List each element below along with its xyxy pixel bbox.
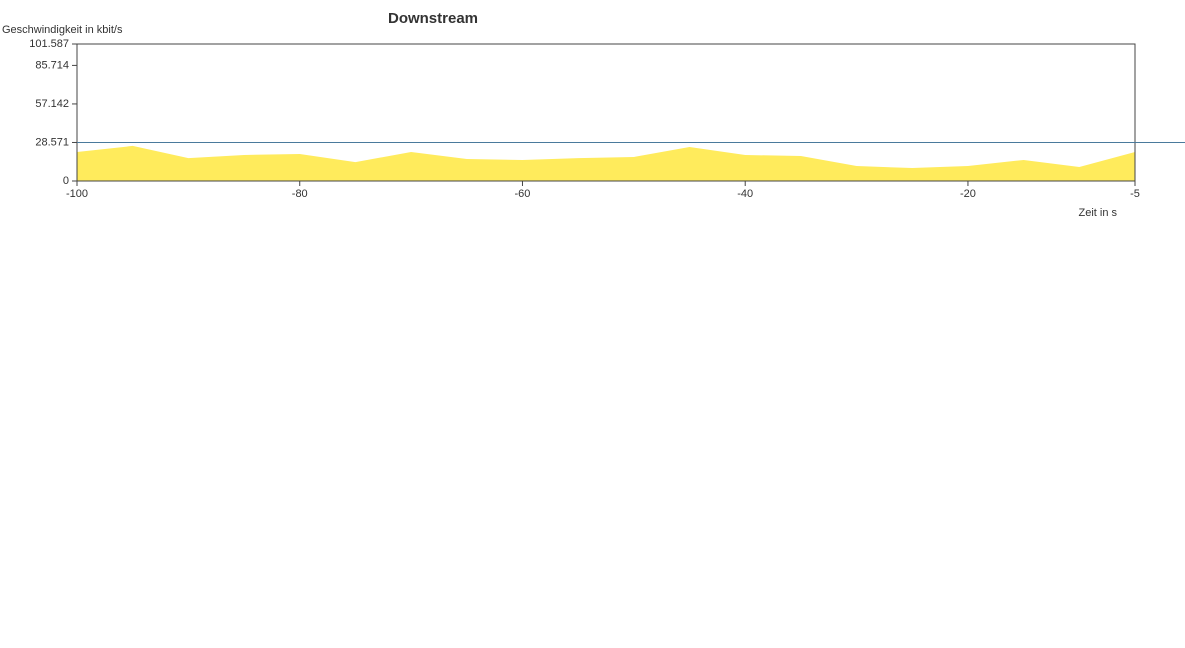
x-tick-label: -80 — [292, 188, 308, 200]
area — [77, 145, 1135, 181]
y-tick-label: 0 — [63, 175, 69, 187]
chart-title: Downstream — [388, 10, 478, 27]
x-tick-label: -100 — [66, 188, 88, 200]
x-axis-label: Zeit in s — [1078, 207, 1117, 219]
x-tick-label: -20 — [960, 188, 976, 200]
x-tick-label: -40 — [737, 188, 753, 200]
y-tick-label: 57.142 — [35, 98, 69, 110]
y-tick-label: 85.714 — [35, 59, 69, 71]
y-axis-label: Geschwindigkeit in kbit/s — [2, 24, 123, 36]
y-tick-label: 28.571 — [35, 136, 69, 148]
plot-frame — [76, 43, 1136, 182]
x-tick-label: -5 — [1130, 188, 1140, 200]
y-tick-label: 101.587 — [29, 38, 69, 50]
x-tick-label: -60 — [515, 188, 531, 200]
